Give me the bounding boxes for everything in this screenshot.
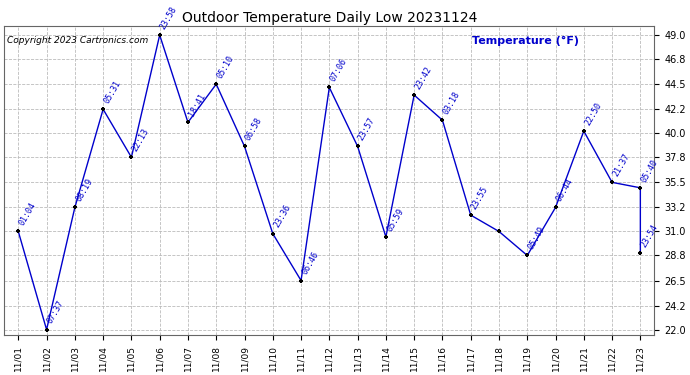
Point bbox=[380, 234, 391, 240]
Text: 05:10: 05:10 bbox=[215, 54, 236, 80]
Point bbox=[239, 143, 250, 149]
Text: 23:42: 23:42 bbox=[413, 65, 433, 91]
Point bbox=[408, 92, 420, 98]
Text: 01:04: 01:04 bbox=[17, 201, 38, 227]
Text: 03:18: 03:18 bbox=[442, 90, 462, 116]
Point bbox=[465, 212, 476, 218]
Point bbox=[437, 117, 448, 123]
Text: 06:58: 06:58 bbox=[244, 116, 264, 142]
Point bbox=[97, 106, 108, 112]
Point bbox=[635, 185, 646, 191]
Text: Copyright 2023 Cartronics.com: Copyright 2023 Cartronics.com bbox=[8, 36, 148, 45]
Text: 23:54: 23:54 bbox=[640, 223, 660, 249]
Point bbox=[578, 128, 589, 134]
Title: Outdoor Temperature Daily Low 20231124: Outdoor Temperature Daily Low 20231124 bbox=[181, 11, 477, 25]
Text: 22:50: 22:50 bbox=[583, 101, 603, 127]
Point bbox=[69, 204, 80, 210]
Point bbox=[154, 32, 165, 38]
Text: 23:57: 23:57 bbox=[357, 116, 377, 142]
Text: 23:36: 23:36 bbox=[272, 203, 293, 229]
Point bbox=[182, 119, 193, 125]
Point bbox=[550, 204, 561, 210]
Point bbox=[635, 250, 646, 256]
Text: Temperature (°F): Temperature (°F) bbox=[473, 36, 580, 46]
Text: 08:19: 08:19 bbox=[74, 177, 95, 203]
Text: 18:41: 18:41 bbox=[187, 92, 208, 118]
Point bbox=[210, 81, 221, 87]
Text: 22:13: 22:13 bbox=[130, 127, 151, 153]
Point bbox=[13, 228, 24, 234]
Point bbox=[41, 327, 52, 333]
Point bbox=[126, 154, 137, 160]
Point bbox=[352, 143, 363, 149]
Point bbox=[324, 84, 335, 90]
Text: 07:37: 07:37 bbox=[46, 299, 66, 326]
Text: 23:58: 23:58 bbox=[159, 5, 179, 31]
Text: 05:49: 05:49 bbox=[526, 225, 546, 251]
Point bbox=[295, 278, 306, 284]
Point bbox=[522, 252, 533, 258]
Point bbox=[607, 179, 618, 185]
Text: 05:59: 05:59 bbox=[385, 207, 405, 233]
Point bbox=[267, 231, 278, 237]
Text: 21:37: 21:37 bbox=[611, 152, 631, 178]
Point bbox=[493, 228, 504, 234]
Text: 07:06: 07:06 bbox=[328, 57, 348, 83]
Text: 06:44: 06:44 bbox=[555, 177, 575, 203]
Text: 23:55: 23:55 bbox=[470, 185, 490, 211]
Text: 06:46: 06:46 bbox=[300, 250, 320, 276]
Text: 05:31: 05:31 bbox=[102, 79, 123, 105]
Text: 05:40: 05:40 bbox=[640, 158, 660, 184]
